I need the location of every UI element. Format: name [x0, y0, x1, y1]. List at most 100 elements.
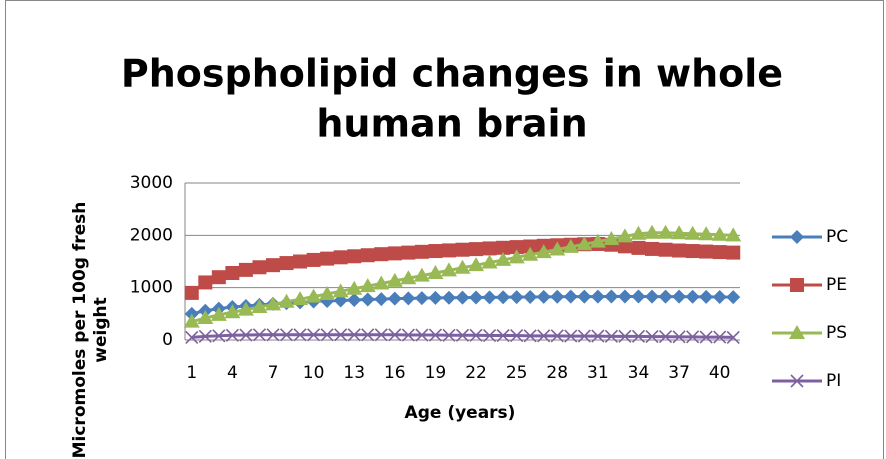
marker — [347, 328, 361, 342]
series-markers — [185, 328, 740, 344]
marker — [645, 241, 660, 256]
marker — [414, 291, 429, 306]
y-tick-label: 3000 — [130, 173, 173, 193]
marker — [535, 244, 552, 259]
marker — [413, 267, 430, 282]
marker — [185, 330, 199, 344]
x-tick-label: 7 — [268, 363, 279, 383]
marker — [790, 278, 804, 292]
chart-title: human brain — [316, 102, 587, 146]
marker — [658, 330, 673, 344]
marker — [699, 244, 714, 259]
marker — [564, 329, 578, 343]
marker — [210, 306, 227, 321]
marker — [320, 251, 335, 266]
marker — [726, 245, 741, 260]
marker — [550, 289, 565, 304]
x-tick-label: 22 — [465, 363, 487, 383]
marker — [414, 244, 429, 259]
marker — [454, 259, 471, 274]
marker — [645, 330, 659, 344]
marker — [658, 289, 673, 304]
marker — [726, 330, 740, 344]
marker — [672, 330, 686, 344]
marker — [469, 242, 484, 257]
series-markers — [183, 224, 742, 328]
marker — [549, 241, 566, 256]
marker — [224, 304, 241, 319]
marker — [266, 328, 280, 342]
marker — [347, 249, 362, 264]
marker — [306, 252, 321, 267]
marker — [279, 328, 294, 342]
marker — [374, 247, 389, 262]
y-tick-label: 1000 — [130, 278, 173, 298]
marker — [523, 329, 537, 343]
x-tick-label: 37 — [668, 363, 690, 383]
marker — [441, 290, 456, 305]
marker — [265, 258, 280, 273]
marker — [590, 289, 605, 304]
marker — [672, 289, 687, 304]
marker — [212, 329, 226, 343]
marker — [671, 225, 688, 240]
marker — [712, 245, 727, 260]
marker — [713, 330, 727, 344]
marker — [360, 292, 375, 307]
marker — [577, 289, 592, 304]
marker — [537, 329, 551, 343]
marker — [508, 249, 525, 264]
x-tick-label: 19 — [425, 363, 447, 383]
marker — [441, 243, 456, 258]
marker — [415, 328, 429, 342]
marker — [495, 251, 512, 266]
marker — [616, 228, 633, 243]
x-axis-title: Age (years) — [405, 403, 516, 423]
marker — [603, 230, 620, 245]
marker — [183, 313, 200, 328]
legend-label: PI — [826, 371, 841, 391]
marker — [320, 328, 334, 342]
marker — [334, 328, 348, 342]
marker — [645, 289, 660, 304]
marker — [483, 328, 497, 343]
marker — [496, 240, 511, 255]
marker — [319, 285, 336, 300]
x-tick-label: 34 — [628, 363, 650, 383]
marker — [657, 224, 674, 239]
marker — [522, 246, 539, 261]
marker — [563, 289, 578, 304]
marker — [576, 236, 593, 251]
marker — [604, 329, 618, 343]
marker — [631, 329, 646, 343]
marker — [239, 328, 253, 342]
marker — [686, 330, 700, 344]
marker — [672, 243, 687, 258]
marker — [630, 225, 647, 240]
x-tick-label: 16 — [384, 363, 406, 383]
marker — [373, 275, 390, 290]
marker — [400, 270, 417, 285]
marker — [631, 289, 646, 304]
marker — [225, 266, 240, 281]
marker — [197, 310, 214, 325]
marker — [631, 240, 646, 255]
legend-label: PE — [826, 275, 847, 295]
marker — [725, 227, 742, 242]
marker — [198, 329, 212, 343]
marker — [617, 239, 632, 254]
x-tick-label: 10 — [303, 363, 325, 383]
legend-label: PC — [826, 227, 848, 247]
marker — [388, 328, 402, 342]
marker — [427, 265, 444, 280]
marker — [482, 290, 497, 305]
marker — [292, 291, 309, 306]
x-tick-label: 31 — [587, 363, 609, 383]
marker — [359, 278, 376, 293]
marker — [481, 254, 498, 269]
marker — [469, 290, 484, 305]
marker — [440, 262, 457, 277]
marker — [698, 226, 715, 241]
marker — [386, 272, 403, 287]
marker — [401, 245, 416, 260]
